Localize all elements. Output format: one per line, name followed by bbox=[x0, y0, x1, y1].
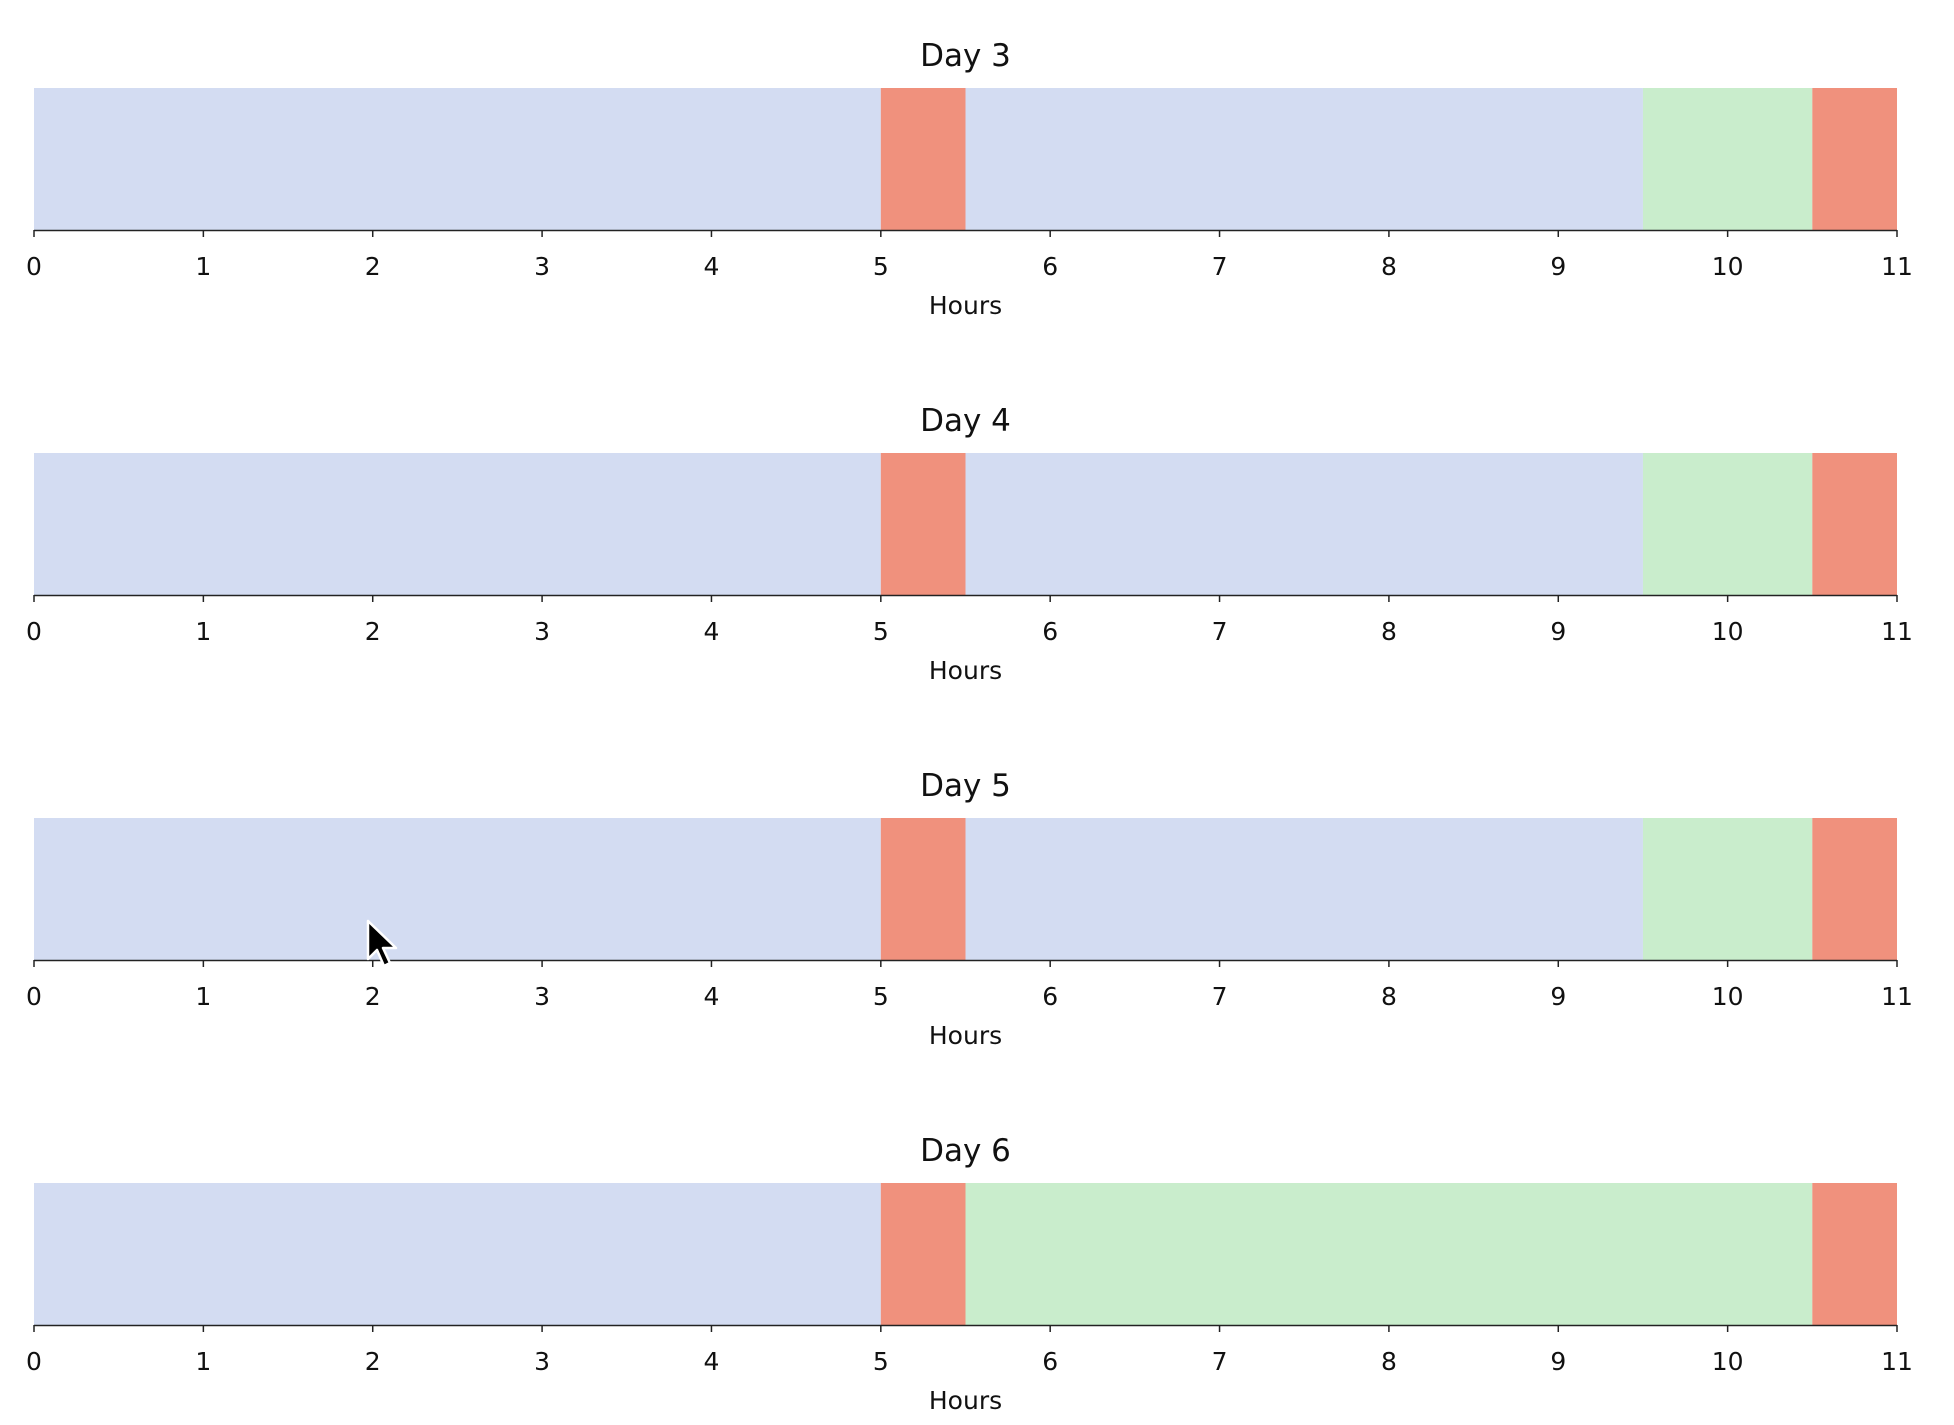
timeline-segment bbox=[1812, 453, 1897, 595]
x-tick-label: 7 bbox=[1212, 617, 1228, 646]
x-tick-label: 6 bbox=[1042, 252, 1058, 281]
x-tick-label: 8 bbox=[1381, 1347, 1397, 1376]
x-tick-label: 5 bbox=[873, 617, 889, 646]
x-tick-label: 2 bbox=[365, 982, 381, 1011]
x-tick-label: 3 bbox=[534, 617, 550, 646]
x-tick-label: 8 bbox=[1381, 617, 1397, 646]
x-tick-label: 10 bbox=[1712, 1347, 1744, 1376]
x-tick-label: 4 bbox=[704, 617, 720, 646]
x-tick-label: 5 bbox=[873, 1347, 889, 1376]
timeline-segment bbox=[34, 88, 881, 230]
x-tick-label: 10 bbox=[1712, 617, 1744, 646]
timeline-segment bbox=[965, 1183, 1813, 1325]
timeline-segment bbox=[1812, 818, 1897, 960]
timeline-segment bbox=[1642, 453, 1813, 595]
timeline-segment bbox=[965, 453, 1643, 595]
x-tick-label: 1 bbox=[195, 617, 211, 646]
timeline-chart: Day 6 0 1 2 3 4 5 6 7 8 9 10 11 Hours bbox=[26, 1133, 1913, 1415]
chart-title: Day 6 bbox=[920, 1133, 1011, 1169]
timeline-segment bbox=[880, 88, 966, 230]
x-tick-label: 5 bbox=[873, 252, 889, 281]
x-tick-label: 11 bbox=[1881, 252, 1913, 281]
timeline-segment bbox=[34, 453, 881, 595]
timeline-chart: Day 5 0 1 2 3 4 5 6 7 8 9 10 11 Hours bbox=[26, 768, 1913, 1050]
timeline-segment bbox=[880, 453, 966, 595]
timeline-segment bbox=[34, 1183, 881, 1325]
timeline-segment bbox=[1812, 1183, 1897, 1325]
timeline-segment bbox=[1812, 88, 1897, 230]
x-tick-label: 7 bbox=[1212, 252, 1228, 281]
x-tick-label: 8 bbox=[1381, 252, 1397, 281]
x-tick-label: 0 bbox=[26, 982, 42, 1011]
x-tick-label: 3 bbox=[534, 1347, 550, 1376]
x-tick-label: 2 bbox=[365, 617, 381, 646]
x-tick-label: 4 bbox=[704, 252, 720, 281]
x-tick-label: 6 bbox=[1042, 1347, 1058, 1376]
x-tick-label: 4 bbox=[704, 1347, 720, 1376]
timeline-chart: Day 3 0 1 2 3 4 5 6 7 8 9 10 11 Hours bbox=[26, 38, 1913, 320]
x-tick-label: 1 bbox=[195, 1347, 211, 1376]
x-tick-label: 0 bbox=[26, 617, 42, 646]
x-tick-label: 9 bbox=[1550, 617, 1566, 646]
x-tick-label: 10 bbox=[1712, 982, 1744, 1011]
timeline-chart: Day 4 0 1 2 3 4 5 6 7 8 9 10 11 Hours bbox=[26, 403, 1913, 685]
x-tick-label: 11 bbox=[1881, 617, 1913, 646]
x-tick-label: 9 bbox=[1550, 252, 1566, 281]
x-tick-label: 11 bbox=[1881, 982, 1913, 1011]
x-tick-label: 11 bbox=[1881, 1347, 1913, 1376]
timeline-segment bbox=[965, 88, 1643, 230]
x-tick-label: 2 bbox=[365, 1347, 381, 1376]
x-tick-label: 2 bbox=[365, 252, 381, 281]
x-tick-label: 6 bbox=[1042, 617, 1058, 646]
x-tick-label: 1 bbox=[195, 252, 211, 281]
timeline-segment bbox=[34, 818, 881, 960]
x-tick-label: 7 bbox=[1212, 982, 1228, 1011]
x-tick-label: 5 bbox=[873, 982, 889, 1011]
x-tick-label: 9 bbox=[1550, 1347, 1566, 1376]
x-tick-label: 1 bbox=[195, 982, 211, 1011]
x-axis-label: Hours bbox=[929, 291, 1002, 320]
x-tick-label: 9 bbox=[1550, 982, 1566, 1011]
x-tick-label: 3 bbox=[534, 982, 550, 1011]
x-tick-label: 10 bbox=[1712, 252, 1744, 281]
timeline-segment bbox=[1642, 818, 1813, 960]
x-tick-label: 0 bbox=[26, 1347, 42, 1376]
x-tick-label: 6 bbox=[1042, 982, 1058, 1011]
timeline-segment bbox=[1642, 88, 1813, 230]
chart-title: Day 5 bbox=[920, 768, 1011, 804]
chart-title: Day 3 bbox=[920, 38, 1011, 74]
x-tick-label: 3 bbox=[534, 252, 550, 281]
x-axis-label: Hours bbox=[929, 1021, 1002, 1050]
x-tick-label: 0 bbox=[26, 252, 42, 281]
x-tick-label: 8 bbox=[1381, 982, 1397, 1011]
x-tick-label: 4 bbox=[704, 982, 720, 1011]
timeline-segment bbox=[880, 818, 966, 960]
timeline-segment bbox=[880, 1183, 966, 1325]
chart-title: Day 4 bbox=[920, 403, 1011, 439]
x-axis-label: Hours bbox=[929, 1386, 1002, 1415]
x-axis-label: Hours bbox=[929, 656, 1002, 685]
x-tick-label: 7 bbox=[1212, 1347, 1228, 1376]
timeline-segment bbox=[965, 818, 1643, 960]
mouse-pointer-icon bbox=[366, 919, 398, 968]
